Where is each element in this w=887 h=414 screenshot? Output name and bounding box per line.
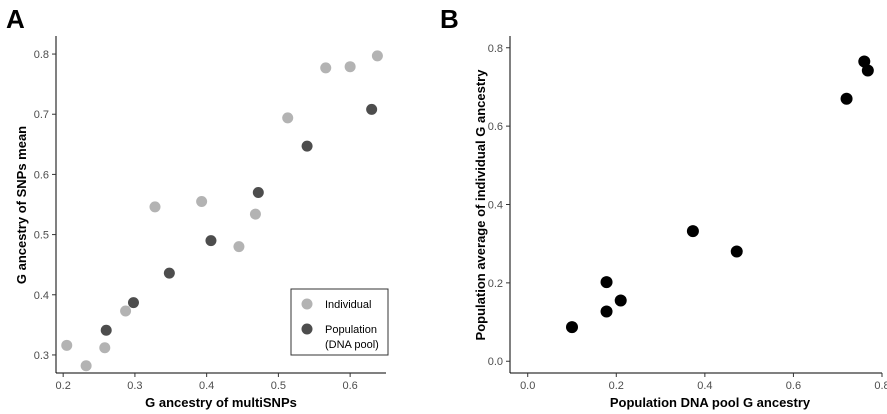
data-point xyxy=(100,324,112,336)
y-tick-label: 0.4 xyxy=(34,290,49,302)
data-point xyxy=(301,140,313,152)
panel-a-letter: A xyxy=(6,4,25,34)
panel-a-points xyxy=(61,50,383,372)
panel-a-y-label: G ancestry of SNPs mean xyxy=(14,126,29,284)
y-tick-label: 0.6 xyxy=(488,121,503,133)
legend-marker-population xyxy=(301,323,313,335)
x-tick-label: 0.3 xyxy=(127,380,142,392)
y-tick-label: 0.8 xyxy=(488,43,503,55)
data-point xyxy=(196,195,208,207)
x-tick-label: 0.5 xyxy=(271,380,286,392)
legend-marker-individual xyxy=(301,298,313,310)
x-tick-label: 0.4 xyxy=(697,380,712,392)
data-point xyxy=(163,267,175,279)
data-point xyxy=(249,208,261,220)
data-point xyxy=(600,305,613,318)
x-tick-label: 0.2 xyxy=(609,380,624,392)
panel-a-x-label: G ancestry of multiSNPs xyxy=(145,395,297,410)
data-point xyxy=(282,112,294,124)
panel-b: B 0.0 0.2 0.4 0.6 0.8 0.0 0.2 0.4 0.6 0.8 Populat… xyxy=(440,4,887,410)
legend: Individual Population (DNA pool) xyxy=(290,288,389,356)
panel-b-ticks: 0.0 0.2 0.4 0.6 0.8 0.0 0.2 0.4 0.6 0.8 xyxy=(488,43,887,392)
legend-label-population: Population xyxy=(325,324,377,336)
data-point xyxy=(252,186,264,198)
data-point xyxy=(371,50,383,62)
legend-label-individual: Individual xyxy=(325,299,371,311)
data-point xyxy=(600,276,613,289)
data-point xyxy=(858,55,871,68)
x-tick-label: 0.4 xyxy=(199,380,214,392)
panel-a-ticks: 0.2 0.3 0.4 0.5 0.6 0.3 0.4 0.5 0.6 0.7 0.8 xyxy=(34,49,358,392)
panel-a: A 0.2 0.3 0.4 0.5 0.6 0.3 0.4 0.5 0.6 0.7 0.8 G an… xyxy=(6,4,389,410)
panel-b-letter: B xyxy=(440,4,459,34)
y-tick-label: 0.4 xyxy=(488,200,503,212)
x-tick-label: 0.8 xyxy=(874,380,887,392)
data-point xyxy=(127,297,139,309)
y-tick-label: 0.2 xyxy=(488,278,503,290)
y-tick-label: 0.0 xyxy=(488,356,503,368)
data-point xyxy=(99,342,111,354)
data-point xyxy=(320,62,332,74)
data-point xyxy=(366,103,378,115)
x-tick-label: 0.6 xyxy=(342,380,357,392)
y-tick-label: 0.8 xyxy=(34,49,49,61)
x-tick-label: 0.0 xyxy=(520,380,535,392)
data-point xyxy=(840,92,853,105)
data-point xyxy=(861,64,874,77)
y-tick-label: 0.3 xyxy=(34,350,49,362)
data-point xyxy=(205,235,217,247)
y-tick-label: 0.6 xyxy=(34,169,49,181)
panel-b-y-label: Population average of individual G ances… xyxy=(473,69,488,341)
data-point xyxy=(686,225,699,238)
data-point xyxy=(730,245,743,258)
data-point xyxy=(233,241,245,253)
data-point xyxy=(80,360,92,372)
panel-b-points xyxy=(566,55,874,334)
data-point xyxy=(61,339,73,351)
y-tick-label: 0.7 xyxy=(34,109,49,121)
data-point xyxy=(614,294,627,307)
panel-b-x-label: Population DNA pool G ancestry xyxy=(610,395,811,410)
data-point xyxy=(120,305,132,317)
x-tick-label: 0.6 xyxy=(786,380,801,392)
y-tick-label: 0.5 xyxy=(34,230,49,242)
data-point xyxy=(344,61,356,73)
data-point xyxy=(149,201,161,213)
legend-label-population-sub: (DNA pool) xyxy=(325,339,379,351)
data-point xyxy=(566,321,578,334)
x-tick-label: 0.2 xyxy=(56,380,71,392)
